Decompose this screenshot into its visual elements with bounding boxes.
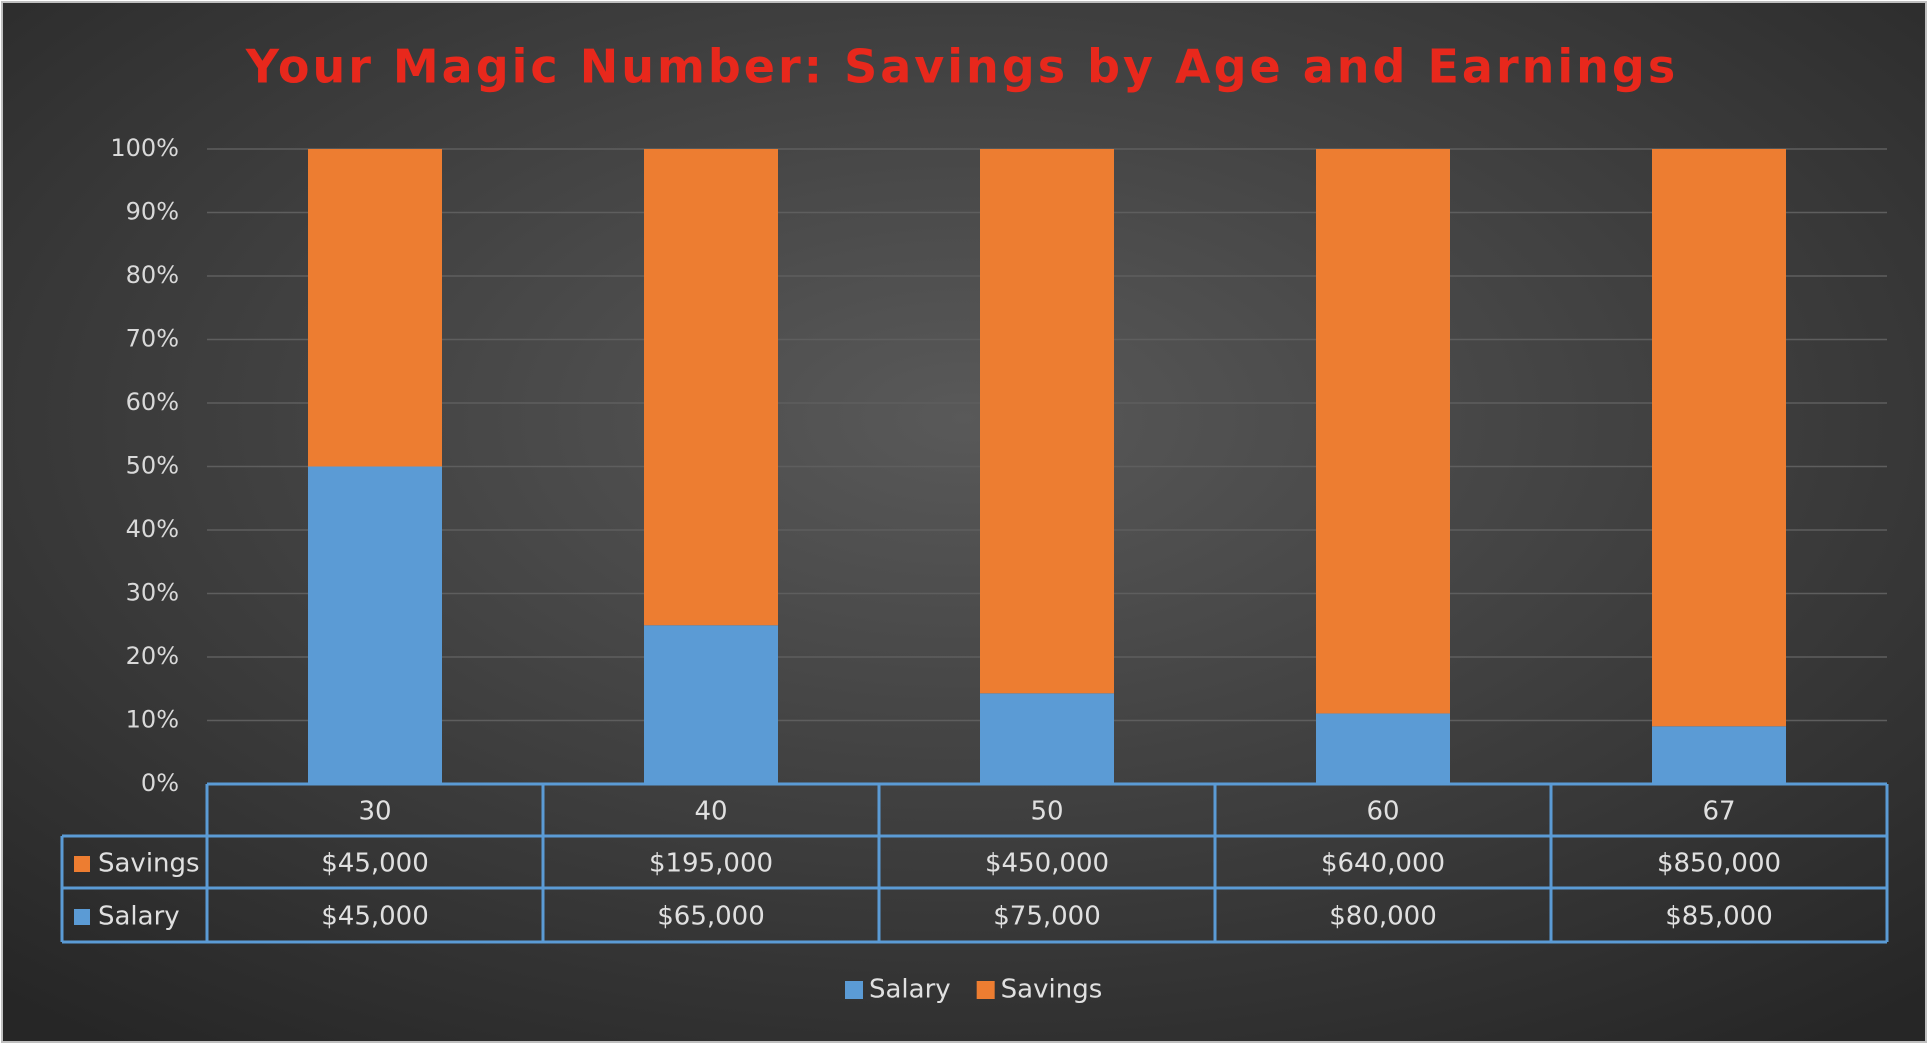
table-cell: $65,000: [657, 902, 765, 932]
table-cell: $195,000: [649, 849, 773, 879]
chart-title: Your Magic Number: Savings by Age and Ea…: [245, 40, 1678, 94]
bar-segment: [1316, 713, 1450, 784]
legend-key: [74, 856, 90, 872]
table-cell: $85,000: [1665, 902, 1773, 932]
legend-swatch: [976, 981, 995, 999]
y-tick-label: 10%: [126, 706, 179, 734]
table-row-header: Salary: [98, 902, 180, 932]
bar-segment: [980, 149, 1114, 694]
y-tick-label: 0%: [141, 769, 179, 797]
bar-segment: [644, 625, 778, 784]
table-cell: $45,000: [321, 849, 429, 879]
y-tick-label: 20%: [126, 642, 179, 670]
bar-segment: [1316, 149, 1450, 714]
x-tick-label: 67: [1702, 797, 1735, 827]
legend-swatch: [845, 981, 863, 999]
y-tick-label: 30%: [126, 579, 179, 607]
table-cell: $80,000: [1329, 902, 1437, 932]
table-cell: $45,000: [321, 902, 429, 932]
table-cell: $75,000: [993, 902, 1101, 932]
table-cell: $450,000: [985, 849, 1109, 879]
bar-segment: [644, 149, 778, 626]
bar-segment: [1652, 726, 1786, 784]
y-tick-label: 70%: [126, 325, 179, 353]
y-tick-label: 50%: [126, 452, 179, 480]
y-tick-label: 90%: [126, 198, 179, 226]
bar-segment: [980, 693, 1114, 784]
x-tick-label: 30: [358, 797, 391, 827]
table-cell: $640,000: [1321, 849, 1445, 879]
legend-key: [74, 909, 90, 925]
y-tick-label: 80%: [126, 261, 179, 289]
y-tick-label: 40%: [126, 515, 179, 543]
x-tick-label: 50: [1030, 797, 1063, 827]
x-tick-label: 60: [1366, 797, 1399, 827]
table-row-header: Savings: [98, 849, 200, 879]
y-tick-label: 60%: [126, 388, 179, 416]
bar-segment: [1652, 149, 1786, 727]
x-tick-label: 40: [694, 797, 727, 827]
bar-segment: [308, 466, 442, 784]
table-cell: $850,000: [1657, 849, 1781, 879]
legend-label: Salary: [869, 975, 951, 1005]
legend-label: Savings: [1001, 975, 1103, 1005]
bar-segment: [308, 149, 442, 467]
y-tick-label: 100%: [110, 134, 179, 162]
